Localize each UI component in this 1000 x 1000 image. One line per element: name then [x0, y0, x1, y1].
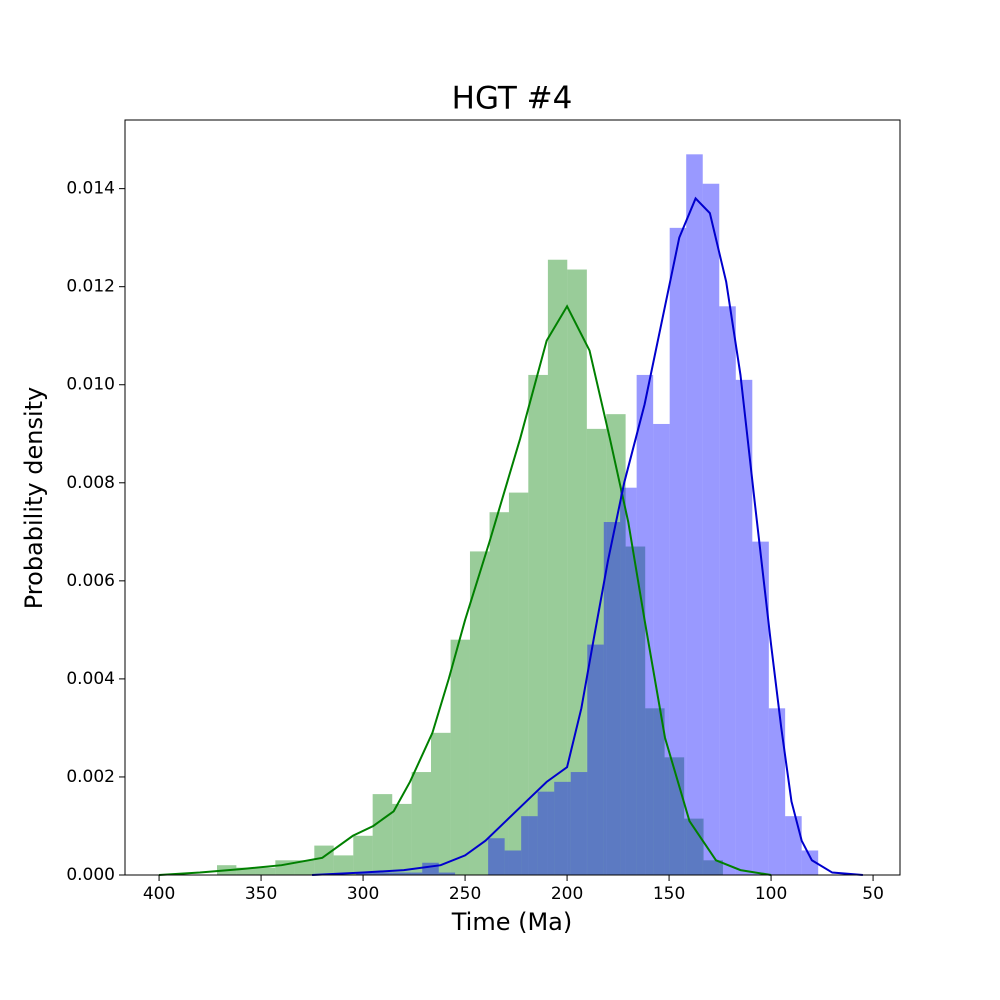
histogram-bar — [489, 512, 509, 875]
chart-title: HGT #4 — [452, 81, 573, 117]
histogram-bar — [801, 850, 819, 875]
kde-line — [159, 304, 772, 876]
x-tick-label: 50 — [862, 884, 884, 904]
histogram-bar — [405, 872, 423, 875]
histogram-bar — [450, 639, 470, 875]
histogram-bar — [422, 862, 439, 875]
histogram-bar — [567, 269, 587, 875]
histogram-bar — [703, 860, 723, 875]
x-tick-label: 400 — [143, 884, 175, 904]
histogram-bar — [620, 487, 637, 875]
histogram-bar — [684, 818, 704, 875]
plot-frame — [124, 119, 901, 876]
x-axis-label: Time (Ma) — [451, 908, 573, 936]
histogram-bar — [528, 374, 548, 875]
y-tick-label: 0.014 — [66, 179, 115, 199]
histogram-bar — [356, 872, 373, 875]
x-tick-label: 250 — [449, 884, 481, 904]
histogram-bar — [314, 845, 334, 875]
histogram-bar — [537, 791, 555, 875]
y-tick-label: 0.002 — [66, 767, 115, 787]
y-tick-label: 0.008 — [66, 473, 115, 493]
histogram-bar — [587, 644, 604, 875]
histogram-bar — [255, 867, 276, 875]
histogram-bar — [625, 546, 646, 875]
histogram-bar — [236, 867, 256, 875]
y-tick-label: 0.004 — [66, 669, 115, 689]
histogram-bar — [586, 428, 607, 875]
histogram-bar — [645, 708, 665, 875]
y-tick-label: 0.010 — [66, 375, 115, 395]
histogram-bar — [372, 872, 390, 875]
x-tick-label: 350 — [245, 884, 277, 904]
y-tick-label: 0.012 — [66, 277, 115, 297]
histogram-bar — [669, 227, 687, 875]
histogram-bar — [431, 732, 451, 875]
y-tick-label: 0.000 — [66, 865, 115, 885]
histogram-bar — [521, 816, 538, 875]
histogram-bar — [372, 794, 393, 875]
histogram-bar — [606, 414, 626, 875]
y-tick-label: 0.006 — [66, 571, 115, 591]
histogram-bar — [785, 816, 802, 875]
x-tick-label: 150 — [653, 884, 685, 904]
histogram-bar — [603, 522, 621, 875]
histogram-bar — [702, 183, 720, 875]
histogram-bar — [554, 781, 571, 875]
histogram-bar — [504, 850, 522, 875]
histogram-bar — [768, 708, 786, 875]
histogram-bar — [469, 551, 490, 875]
histogram-bar — [686, 154, 703, 875]
y-axis-label: Probability density — [20, 387, 48, 610]
histogram-bar — [333, 855, 354, 875]
x-tick-label: 300 — [347, 884, 379, 904]
histogram-bar — [488, 838, 505, 875]
histogram-bar — [294, 860, 315, 875]
x-tick-label: 200 — [551, 884, 583, 904]
histogram-bar — [411, 772, 432, 875]
kde-line — [312, 196, 863, 876]
x-tick-label: 100 — [755, 884, 787, 904]
histogram-bar — [752, 541, 769, 875]
histogram-bar — [547, 259, 568, 876]
histogram-bar — [719, 306, 736, 875]
histogram-bar — [392, 803, 412, 875]
histogram-bar — [508, 492, 529, 875]
histogram-bar — [570, 772, 588, 875]
histogram-bar — [353, 835, 373, 875]
histogram-bar — [653, 423, 670, 875]
histogram-bar — [438, 872, 456, 875]
histogram-bar — [389, 872, 406, 875]
histogram-bar — [735, 379, 753, 875]
